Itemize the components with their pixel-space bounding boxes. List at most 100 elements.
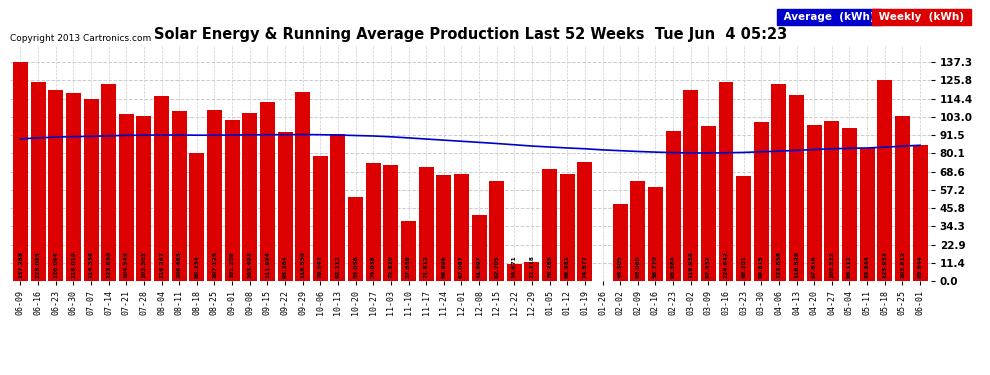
Bar: [243, 113, 257, 281]
Bar: [101, 84, 116, 281]
Text: 123.858: 123.858: [776, 251, 781, 278]
Text: 104.545: 104.545: [124, 251, 129, 278]
Bar: [471, 215, 486, 281]
Text: 67.067: 67.067: [459, 255, 464, 278]
Bar: [189, 153, 204, 281]
Text: 100.532: 100.532: [830, 251, 835, 278]
Text: 103.503: 103.503: [142, 251, 147, 278]
Bar: [49, 90, 63, 281]
Text: 37.688: 37.688: [406, 255, 411, 278]
Text: 10.671: 10.671: [512, 255, 517, 278]
Bar: [313, 156, 328, 281]
Text: 12.218: 12.218: [530, 255, 535, 278]
Bar: [701, 126, 716, 281]
Bar: [66, 93, 81, 281]
Bar: [31, 82, 46, 281]
Bar: [719, 82, 734, 281]
Text: 66.696: 66.696: [442, 255, 446, 278]
Text: 118.019: 118.019: [71, 251, 76, 278]
Text: 107.125: 107.125: [212, 251, 217, 278]
Text: 137.268: 137.268: [18, 251, 23, 278]
Bar: [13, 62, 28, 281]
Bar: [543, 169, 557, 281]
Bar: [437, 175, 451, 281]
Text: 63.060: 63.060: [636, 255, 641, 278]
Text: 96.112: 96.112: [847, 255, 852, 278]
Bar: [171, 111, 187, 281]
Text: 80.234: 80.234: [194, 255, 199, 278]
Bar: [789, 95, 804, 281]
Text: 62.705: 62.705: [494, 255, 499, 278]
Text: 105.493: 105.493: [248, 251, 252, 278]
Bar: [877, 80, 892, 281]
Text: 41.697: 41.697: [476, 255, 481, 278]
Text: 66.881: 66.881: [564, 255, 570, 278]
Bar: [737, 176, 751, 281]
Bar: [277, 132, 293, 281]
Text: 101.209: 101.209: [230, 251, 235, 278]
Bar: [137, 116, 151, 281]
Bar: [647, 188, 663, 281]
Text: 119.936: 119.936: [688, 251, 693, 278]
Bar: [525, 262, 540, 281]
Text: 125.095: 125.095: [36, 251, 41, 278]
Bar: [83, 99, 99, 281]
Bar: [454, 174, 469, 281]
Text: 48.505: 48.505: [618, 255, 623, 278]
Bar: [489, 181, 504, 281]
Text: 97.614: 97.614: [812, 255, 817, 278]
Text: 124.642: 124.642: [724, 251, 729, 278]
Text: 120.094: 120.094: [53, 251, 58, 278]
Text: 99.815: 99.815: [758, 255, 763, 278]
Bar: [771, 84, 786, 281]
Text: 103.812: 103.812: [900, 251, 905, 278]
Bar: [365, 163, 381, 281]
Bar: [859, 148, 874, 281]
Text: 53.056: 53.056: [353, 255, 358, 278]
Bar: [895, 116, 910, 281]
Bar: [665, 131, 680, 281]
Bar: [507, 264, 522, 281]
Text: 118.530: 118.530: [300, 251, 305, 278]
Text: 74.038: 74.038: [370, 255, 376, 278]
Text: 106.465: 106.465: [177, 251, 182, 278]
Text: 74.877: 74.877: [582, 255, 587, 278]
Title: Solar Energy & Running Average Production Last 52 Weeks  Tue Jun  4 05:23: Solar Energy & Running Average Productio…: [153, 27, 787, 42]
Bar: [295, 92, 310, 281]
Bar: [348, 196, 363, 281]
Bar: [842, 128, 857, 281]
Text: 72.820: 72.820: [388, 255, 393, 278]
Text: 114.336: 114.336: [88, 251, 93, 278]
Text: 85.644: 85.644: [918, 255, 923, 278]
Bar: [225, 120, 240, 281]
Text: 58.770: 58.770: [653, 255, 658, 278]
Bar: [753, 122, 769, 281]
Bar: [631, 181, 645, 281]
Text: 70.288: 70.288: [547, 255, 552, 278]
Text: 83.644: 83.644: [864, 255, 869, 278]
Text: 125.932: 125.932: [882, 251, 887, 278]
Text: 123.650: 123.650: [106, 251, 111, 278]
Text: 97.432: 97.432: [706, 255, 711, 278]
Text: 116.267: 116.267: [159, 251, 164, 278]
Text: 92.212: 92.212: [336, 255, 341, 278]
Text: 71.812: 71.812: [424, 255, 429, 278]
Bar: [419, 166, 434, 281]
Bar: [260, 102, 275, 281]
Text: 116.526: 116.526: [794, 251, 799, 278]
Bar: [683, 90, 698, 281]
Bar: [331, 134, 346, 281]
Bar: [559, 174, 575, 281]
Text: 66.201: 66.201: [742, 255, 746, 278]
Bar: [807, 125, 822, 281]
Bar: [383, 165, 398, 281]
Bar: [825, 121, 840, 281]
Bar: [613, 204, 628, 281]
Bar: [577, 162, 592, 281]
Bar: [401, 221, 416, 281]
Bar: [154, 96, 169, 281]
Text: Average  (kWh): Average (kWh): [780, 12, 878, 22]
Text: 111.984: 111.984: [265, 251, 270, 278]
Bar: [913, 144, 928, 281]
Text: Copyright 2013 Cartronics.com: Copyright 2013 Cartronics.com: [10, 34, 151, 43]
